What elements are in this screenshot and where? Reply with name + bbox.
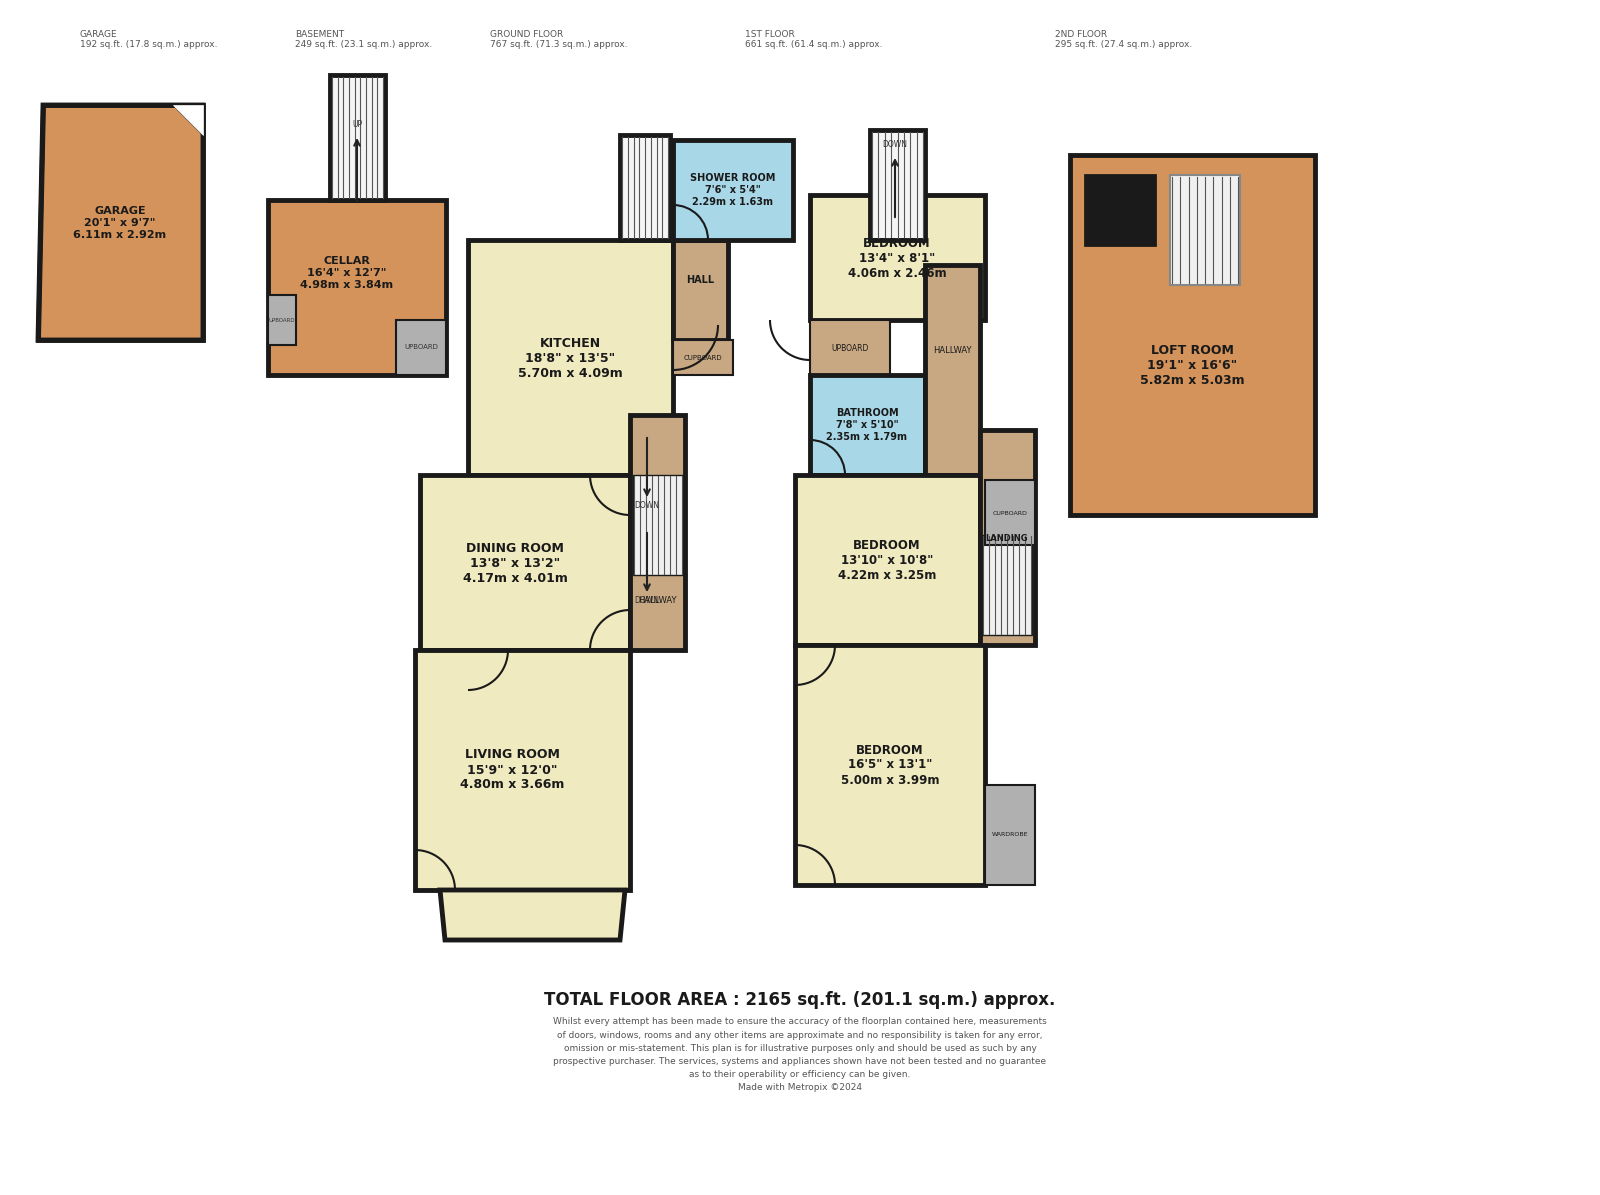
Polygon shape: [1170, 174, 1240, 284]
Text: UPBOARD: UPBOARD: [832, 343, 869, 353]
Text: CELLAR
16'4" x 12'7"
4.98m x 3.84m: CELLAR 16'4" x 12'7" 4.98m x 3.84m: [301, 257, 394, 289]
Polygon shape: [630, 415, 685, 650]
Text: UPBOARD: UPBOARD: [269, 318, 296, 323]
Text: UP: UP: [352, 120, 362, 129]
Text: DINING ROOM
13'8" x 13'2"
4.17m x 4.01m: DINING ROOM 13'8" x 13'2" 4.17m x 4.01m: [462, 541, 568, 584]
Text: SHOWER ROOM
7'6" x 5'4"
2.29m x 1.63m: SHOWER ROOM 7'6" x 5'4" 2.29m x 1.63m: [690, 173, 776, 207]
Polygon shape: [795, 474, 979, 645]
Text: BATHROOM
7'8" x 5'10"
2.35m x 1.79m: BATHROOM 7'8" x 5'10" 2.35m x 1.79m: [827, 409, 907, 442]
Text: DOWN: DOWN: [883, 140, 907, 149]
Text: BEDROOM
13'4" x 8'1"
4.06m x 2.46m: BEDROOM 13'4" x 8'1" 4.06m x 2.46m: [848, 237, 946, 280]
Polygon shape: [674, 240, 728, 341]
Text: CUPBOARD: CUPBOARD: [992, 510, 1027, 515]
Polygon shape: [173, 105, 203, 135]
Polygon shape: [870, 130, 925, 240]
Text: CUPBOARD: CUPBOARD: [683, 355, 722, 361]
Polygon shape: [810, 320, 890, 375]
Text: LIVING ROOM
15'9" x 12'0"
4.80m x 3.66m: LIVING ROOM 15'9" x 12'0" 4.80m x 3.66m: [459, 748, 565, 791]
Text: GROUND FLOOR
767 sq.ft. (71.3 sq.m.) approx.: GROUND FLOOR 767 sq.ft. (71.3 sq.m.) app…: [490, 30, 627, 49]
Polygon shape: [330, 75, 386, 200]
Text: BEDROOM
16'5" x 13'1"
5.00m x 3.99m: BEDROOM 16'5" x 13'1" 5.00m x 3.99m: [840, 743, 939, 786]
Polygon shape: [674, 140, 794, 240]
Text: HALL: HALL: [686, 275, 714, 284]
Polygon shape: [810, 195, 986, 320]
Polygon shape: [269, 200, 446, 375]
Polygon shape: [795, 645, 986, 885]
Polygon shape: [414, 650, 630, 890]
Polygon shape: [173, 105, 203, 135]
Polygon shape: [986, 480, 1035, 545]
Polygon shape: [925, 265, 979, 474]
Text: TOTAL FLOOR AREA : 2165 sq.ft. (201.1 sq.m.) approx.: TOTAL FLOOR AREA : 2165 sq.ft. (201.1 sq…: [544, 991, 1056, 1009]
Text: 2ND FLOOR
295 sq.ft. (27.4 sq.m.) approx.: 2ND FLOOR 295 sq.ft. (27.4 sq.m.) approx…: [1054, 30, 1192, 49]
Text: LANDING: LANDING: [986, 533, 1029, 543]
Polygon shape: [810, 375, 925, 474]
Text: HALLWAY: HALLWAY: [933, 345, 971, 355]
Polygon shape: [467, 240, 674, 474]
Text: BEDROOM
13'10" x 10'8"
4.22m x 3.25m: BEDROOM 13'10" x 10'8" 4.22m x 3.25m: [838, 539, 936, 582]
Polygon shape: [269, 295, 296, 345]
Text: DOWN: DOWN: [635, 596, 659, 605]
Polygon shape: [419, 474, 630, 650]
Text: LOFT ROOM
19'1" x 16'6"
5.82m x 5.03m: LOFT ROOM 19'1" x 16'6" 5.82m x 5.03m: [1139, 343, 1245, 386]
Polygon shape: [674, 341, 733, 375]
Polygon shape: [38, 105, 203, 341]
Polygon shape: [982, 535, 1032, 635]
Polygon shape: [986, 785, 1035, 885]
Text: GARAGE
192 sq.ft. (17.8 sq.m.) approx.: GARAGE 192 sq.ft. (17.8 sq.m.) approx.: [80, 30, 218, 49]
Polygon shape: [1070, 155, 1315, 515]
Polygon shape: [440, 890, 626, 940]
Text: Whilst every attempt has been made to ensure the accuracy of the floorplan conta: Whilst every attempt has been made to en…: [554, 1017, 1046, 1092]
Text: KITCHEN
18'8" x 13'5"
5.70m x 4.09m: KITCHEN 18'8" x 13'5" 5.70m x 4.09m: [518, 337, 622, 380]
Text: DOWN: DOWN: [635, 501, 659, 510]
Text: UPBOARD: UPBOARD: [405, 344, 438, 350]
Text: WARDROBE: WARDROBE: [992, 833, 1029, 838]
Polygon shape: [397, 320, 446, 375]
Text: HALLWAY: HALLWAY: [638, 595, 677, 605]
Polygon shape: [634, 474, 683, 575]
Text: GARAGE
20'1" x 9'7"
6.11m x 2.92m: GARAGE 20'1" x 9'7" 6.11m x 2.92m: [74, 207, 166, 240]
Polygon shape: [1085, 174, 1155, 245]
Polygon shape: [621, 135, 670, 240]
Polygon shape: [979, 430, 1035, 645]
Text: BASEMENT
249 sq.ft. (23.1 sq.m.) approx.: BASEMENT 249 sq.ft. (23.1 sq.m.) approx.: [294, 30, 432, 49]
Text: 1ST FLOOR
661 sq.ft. (61.4 sq.m.) approx.: 1ST FLOOR 661 sq.ft. (61.4 sq.m.) approx…: [746, 30, 883, 49]
